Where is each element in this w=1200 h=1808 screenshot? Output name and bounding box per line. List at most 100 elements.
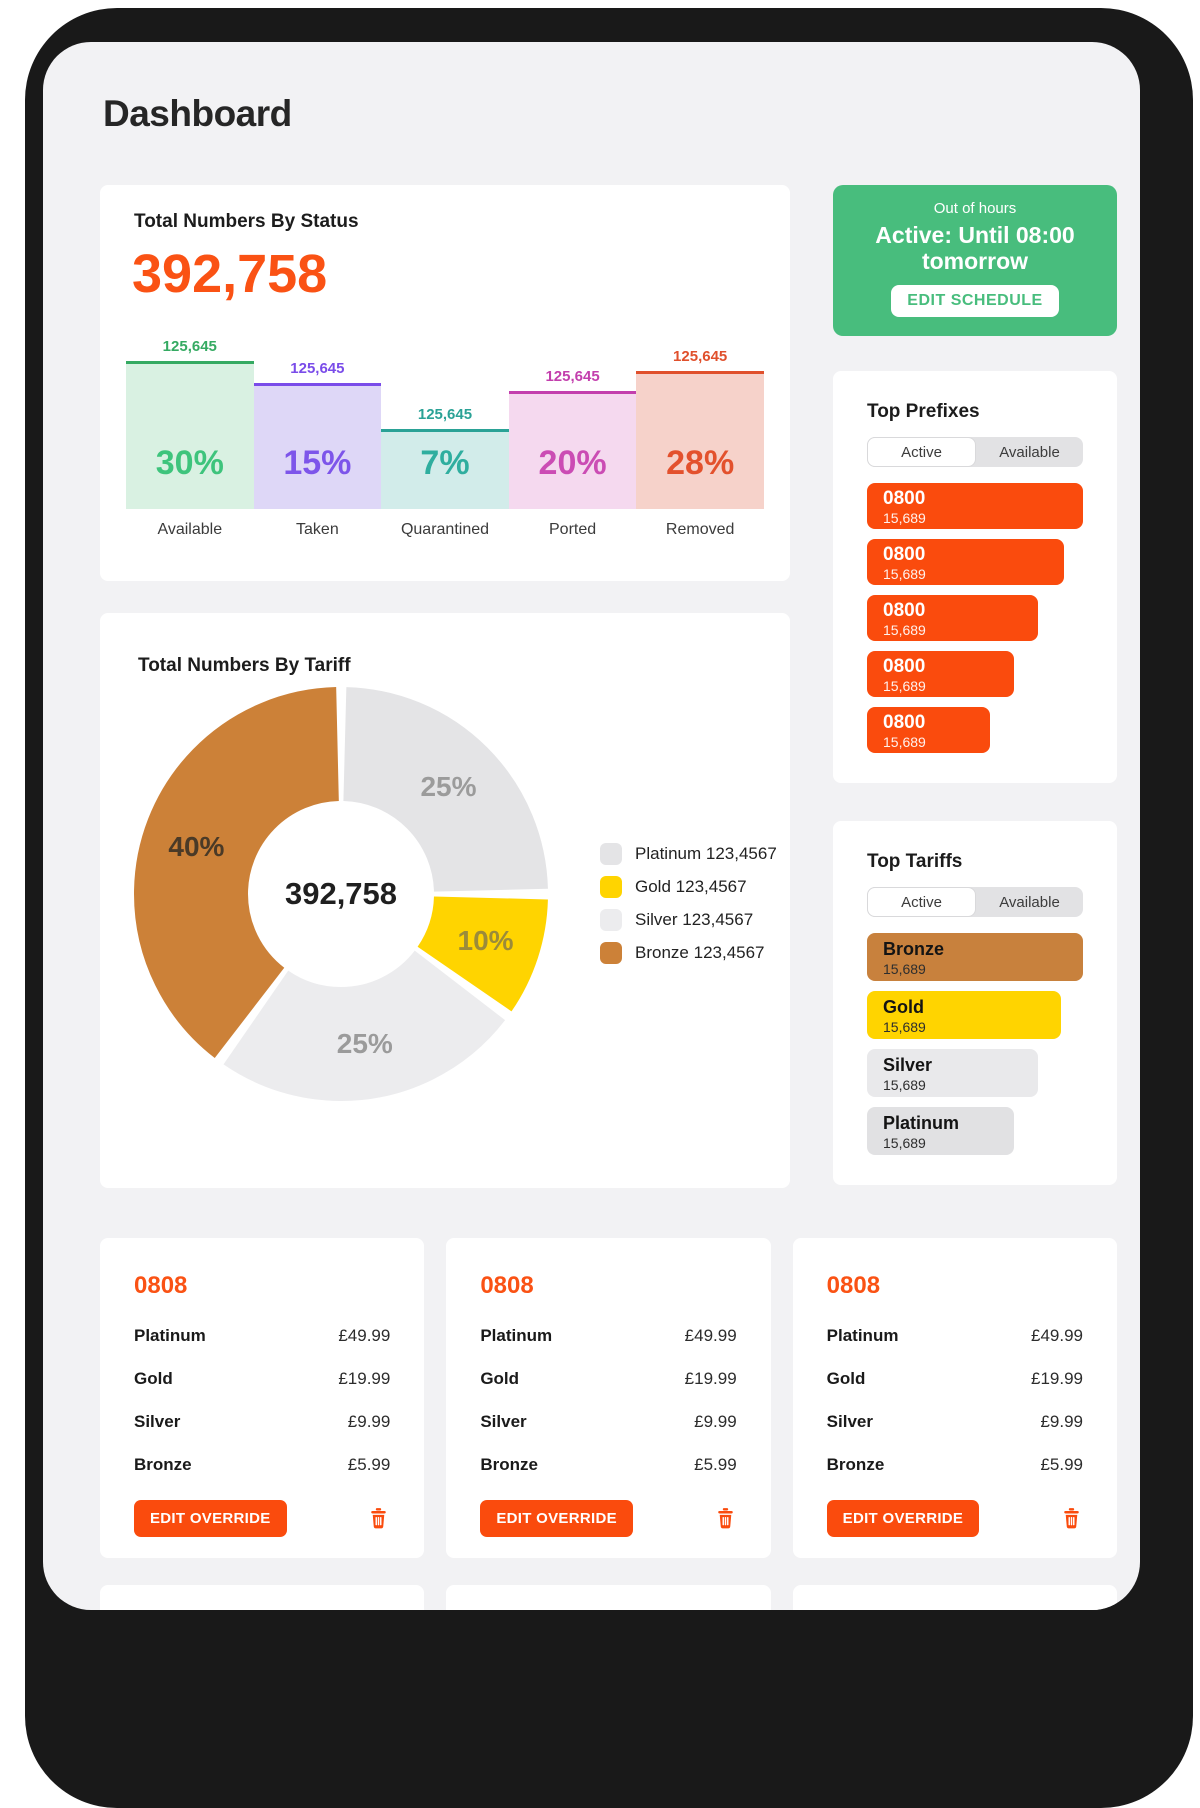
page-title: Dashboard xyxy=(103,93,292,134)
donut-slice-percent: 40% xyxy=(168,831,225,863)
trash-icon xyxy=(717,1508,733,1529)
status-category-label: Removed xyxy=(665,521,735,538)
pricing-rows: Platinum £49.99 Gold £19.99 Silver xyxy=(827,1326,1083,1475)
edit-override-button[interactable]: EDIT OVERRIDE xyxy=(480,1500,633,1537)
price-amount: £19.99 xyxy=(684,1369,737,1388)
price-row: Gold £19.99 xyxy=(480,1369,736,1389)
main-grid: Total Numbers By Status 392,758 125,645 … xyxy=(100,185,1117,1223)
pricing-card: 0808 Platinum £49.99 Gold £19.99 xyxy=(446,1238,771,1558)
trash-icon xyxy=(1064,1508,1079,1529)
pricing-card-partial: 0808 xyxy=(792,1585,1117,1610)
delete-override-button[interactable] xyxy=(1060,1507,1083,1530)
top-prefixes-toggle: Active Available xyxy=(867,437,1083,467)
status-bar: 125,645 28% xyxy=(636,348,764,509)
left-column: Total Numbers By Status 392,758 125,645 … xyxy=(100,185,790,1223)
trash-icon xyxy=(371,1508,387,1529)
tariff-bar: Bronze 15,689 xyxy=(867,933,1083,981)
price-amount: £19.99 xyxy=(1030,1369,1083,1388)
prefix-bar: 0800 15,689 xyxy=(867,483,1083,529)
status-category-label: Ported xyxy=(549,521,597,538)
schedule-eyebrow: Out of hours xyxy=(933,200,1017,217)
edit-schedule-button[interactable]: EDIT SCHEDULE xyxy=(891,285,1059,318)
prefix-bar: 0800 15,689 xyxy=(867,595,1038,641)
edit-override-button[interactable]: EDIT OVERRIDE xyxy=(826,1500,980,1537)
price-row: Platinum £49.99 xyxy=(134,1326,390,1346)
toggle-tab[interactable]: Available xyxy=(976,887,1083,917)
donut-slice-silver xyxy=(134,687,548,1101)
pricing-card: 0808 Platinum £49.99 Gold £19.99 xyxy=(100,1238,425,1558)
right-column: Out of hours Active: Until 08:00 tomorro… xyxy=(833,185,1117,1223)
prefix-bar-label: 0800 xyxy=(883,544,926,565)
pricing-row-2: 0808 0808 0808 xyxy=(100,1585,1117,1610)
status-total: 392,758 xyxy=(132,244,328,304)
price-amount: £5.99 xyxy=(1040,1455,1083,1474)
price-row: Platinum £49.99 xyxy=(480,1326,736,1346)
schedule-card: Out of hours Active: Until 08:00 tomorro… xyxy=(833,185,1117,336)
tariff-bar-value: 15,689 xyxy=(883,960,926,977)
legend-item: Silver 123,4567 xyxy=(600,908,777,931)
status-bar-column: 125,645 7% xyxy=(381,406,509,509)
status-bar-value: 125,645 xyxy=(673,348,728,365)
prefix-bar-value: 15,689 xyxy=(883,733,926,750)
status-bar-percent: 7% xyxy=(420,444,470,482)
prefix-bar-value: 15,689 xyxy=(883,677,926,694)
price-tariff-name: Bronze xyxy=(480,1455,538,1474)
price-row: Silver £9.99 xyxy=(827,1412,1083,1432)
delete-override-button[interactable] xyxy=(367,1507,390,1530)
price-amount: £49.99 xyxy=(338,1326,391,1345)
price-row: Platinum £49.99 xyxy=(827,1326,1083,1346)
toggle-tab[interactable]: Available xyxy=(976,437,1083,467)
edit-override-button[interactable]: EDIT OVERRIDE xyxy=(134,1500,287,1537)
price-tariff-name: Gold xyxy=(134,1369,173,1388)
price-tariff-name: Silver xyxy=(134,1412,181,1431)
top-tariffs-card: Top Tariffs Active Available Bronze xyxy=(833,821,1117,1185)
tariff-bar-label: Silver xyxy=(883,1055,933,1075)
top-tariffs-title: Top Tariffs xyxy=(867,851,963,872)
legend-swatch xyxy=(600,941,622,964)
status-bar-column: 125,645 20% xyxy=(508,368,637,509)
tariff-donut-svg xyxy=(134,687,548,1101)
legend-label: Bronze 123,4567 xyxy=(635,942,765,962)
pricing-card: 0808 Platinum £49.99 Gold £19.99 xyxy=(792,1238,1117,1558)
tariff-legend: Platinum 123,4567 Gold 123,4567 xyxy=(600,842,777,964)
donut-center-total: 392,758 xyxy=(284,876,398,911)
prefix-bar-value: 15,689 xyxy=(883,565,926,582)
price-amount: £49.99 xyxy=(1030,1326,1083,1345)
status-card-title: Total Numbers By Status xyxy=(134,211,359,232)
price-row: Bronze £5.99 xyxy=(827,1455,1083,1475)
toggle-tab[interactable]: Active xyxy=(867,887,976,917)
tariff-bar-label: Gold xyxy=(883,997,924,1017)
price-amount: £49.99 xyxy=(684,1326,737,1345)
tariff-bar-value: 15,689 xyxy=(883,1018,926,1035)
delete-override-button[interactable] xyxy=(714,1507,737,1530)
legend-label: Platinum 123,4567 xyxy=(635,843,777,863)
prefix-bar-label: 0800 xyxy=(883,600,926,621)
status-bar-value: 125,645 xyxy=(545,368,600,385)
tariff-bar-label: Platinum xyxy=(883,1113,960,1133)
price-tariff-name: Bronze xyxy=(826,1455,885,1474)
status-card: Total Numbers By Status 392,758 125,645 … xyxy=(100,185,790,581)
donut-area: 392,758 25% 10% 25% 40% Platinum 123,4567 xyxy=(130,687,777,1101)
top-tariffs-toggle: Active Available xyxy=(867,887,1083,917)
tariff-bar: Platinum 15,689 xyxy=(867,1107,1014,1155)
donut-slice-bronze xyxy=(134,687,548,1101)
price-row: Gold £19.99 xyxy=(134,1369,390,1389)
price-amount: £19.99 xyxy=(338,1369,391,1388)
price-amount: £9.99 xyxy=(347,1412,391,1431)
tariff-donut: 392,758 25% 10% 25% 40% xyxy=(134,687,548,1101)
price-row: Gold £19.99 xyxy=(827,1369,1083,1389)
tariff-bar: Silver 15,689 xyxy=(867,1049,1038,1097)
pricing-card-prefix: 0808 xyxy=(480,1272,534,1299)
pricing-card-partial: 0808 xyxy=(100,1585,425,1610)
price-tariff-name: Platinum xyxy=(134,1326,206,1345)
status-bar-percent: 20% xyxy=(538,444,607,482)
legend-item: Gold 123,4567 xyxy=(600,875,777,898)
status-bar-column: 125,645 28% xyxy=(636,348,764,509)
tariff-bar-label: Bronze xyxy=(883,939,945,959)
top-prefixes-card: Top Prefixes Active Available 0800 xyxy=(833,371,1117,783)
toggle-tab[interactable]: Active xyxy=(867,437,976,467)
top-tariffs-bars: Bronze 15,689 Gold 15,689 Silver 1 xyxy=(867,933,1083,1155)
prefix-bar-label: 0800 xyxy=(883,656,926,677)
status-bar: 125,645 15% xyxy=(253,360,382,509)
status-bar: 125,645 20% xyxy=(508,368,637,509)
